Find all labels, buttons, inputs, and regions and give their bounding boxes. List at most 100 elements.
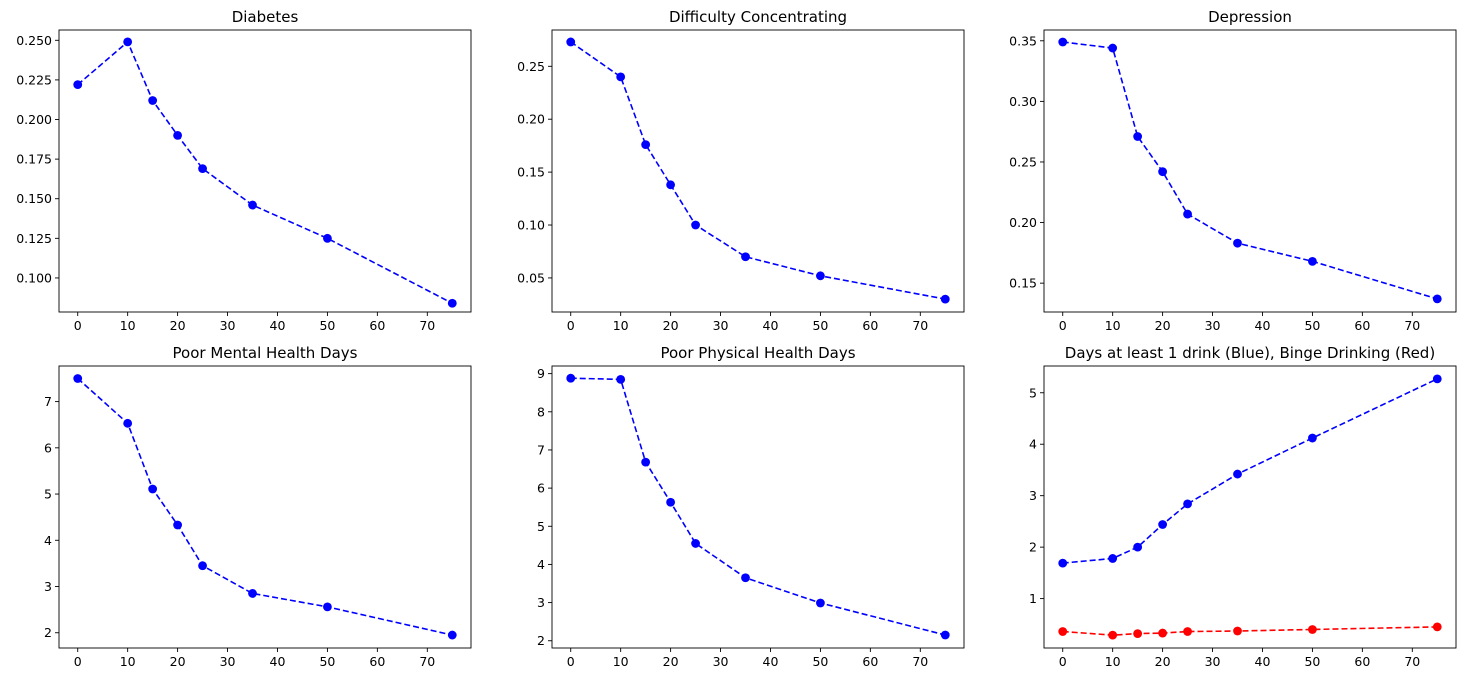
x-tick-label: 0 [74, 654, 82, 669]
x-tick-label: 50 [1304, 654, 1320, 669]
y-tick-label: 0.25 [517, 59, 545, 74]
x-tick-label: 40 [270, 318, 286, 333]
data-point [173, 130, 183, 140]
data-point [123, 37, 133, 47]
data-point [1058, 37, 1068, 47]
x-tick-label: 10 [120, 654, 136, 669]
subplot-5: Poor Physical Health Days 0 10 20 30 40 50 60 70… [537, 344, 965, 669]
x-tick-label: 30 [713, 654, 729, 669]
y-tick-label: 0.125 [16, 231, 52, 246]
axes-frame [551, 29, 965, 313]
y-tick-label: 8 [537, 404, 545, 419]
y-tick-label: 0.20 [1009, 215, 1037, 230]
data-point [148, 96, 158, 105]
subplot-3: Depression 0 10 20 30 40 50 60 70 0.15 0.20 0.25 0.3… [1009, 8, 1457, 333]
series-line-1 [570, 41, 946, 300]
x-tick-label: 30 [220, 318, 236, 333]
series-line-1 [570, 377, 946, 636]
data-point [323, 602, 332, 612]
y-tick-label: 0.15 [517, 165, 545, 180]
data-point [1058, 627, 1068, 636]
x-tick-label: 0 [567, 654, 575, 669]
data-point [641, 140, 651, 149]
x-tick-label: 0 [74, 318, 82, 333]
data-point [248, 589, 257, 598]
x-tick-label: 0 [567, 318, 575, 333]
data-point [198, 561, 207, 571]
x-tick-label: 10 [613, 318, 629, 333]
x-tick-label: 40 [763, 654, 779, 669]
y-tick-label: 9 [537, 366, 545, 381]
y-tick-label: 2 [537, 633, 545, 648]
data-point [691, 539, 700, 548]
data-point [73, 374, 83, 383]
y-tick-label: 6 [44, 440, 52, 455]
y-tick-label: 2 [44, 625, 52, 640]
data-point [1183, 209, 1192, 219]
y-tick-label: 4 [1029, 437, 1037, 452]
data-point [741, 573, 750, 583]
data-point [1058, 558, 1068, 568]
data-point [816, 598, 825, 608]
x-tick-label: 60 [862, 318, 878, 333]
y-tick-label: 7 [537, 442, 545, 457]
y-tick-label: 0.225 [16, 72, 52, 87]
x-tick-label: 10 [120, 318, 136, 333]
x-tick-label: 40 [1255, 318, 1271, 333]
data-point [566, 37, 576, 47]
data-point [447, 630, 457, 640]
x-tick-label: 10 [1105, 654, 1121, 669]
data-point [1432, 622, 1442, 632]
y-tick-label: 0.25 [1009, 154, 1037, 169]
x-tick-label: 40 [763, 318, 779, 333]
x-tick-label: 60 [1354, 654, 1370, 669]
chart-title: Diabetes [232, 8, 299, 26]
x-tick-label: 30 [1205, 654, 1221, 669]
y-tick-label: 0.250 [16, 33, 52, 48]
series-line-2 [1062, 626, 1438, 636]
data-point [741, 252, 750, 262]
x-tick-label: 50 [319, 654, 335, 669]
y-tick-label: 7 [44, 394, 52, 409]
x-tick-label: 50 [1304, 318, 1320, 333]
y-tick-label: 0.150 [16, 191, 52, 206]
data-point [1183, 627, 1192, 636]
subplot-2: Difficulty Concentrating 0 10 20 30 40 50 60 70 0… [517, 8, 965, 333]
data-point [1108, 630, 1118, 640]
x-tick-label: 50 [812, 318, 828, 333]
x-tick-label: 60 [369, 318, 385, 333]
x-tick-label: 0 [1059, 654, 1067, 669]
axes-frame [1043, 365, 1457, 649]
data-point [1133, 132, 1143, 141]
data-point [616, 374, 626, 384]
y-tick-label: 2 [1029, 540, 1037, 555]
x-tick-label: 20 [1155, 318, 1171, 333]
x-tick-label: 30 [1205, 318, 1221, 333]
y-tick-label: 0.10 [517, 218, 545, 233]
y-tick-label: 4 [537, 557, 545, 572]
data-point [566, 373, 576, 383]
x-tick-label: 70 [912, 654, 928, 669]
chart-title: Difficulty Concentrating [669, 8, 847, 26]
y-tick-label: 5 [537, 519, 545, 534]
x-tick-label: 70 [1404, 318, 1420, 333]
data-point [1183, 499, 1192, 509]
data-point [1158, 628, 1168, 638]
axes-frame [551, 365, 965, 649]
y-tick-label: 0.30 [1009, 94, 1037, 109]
data-point [940, 630, 950, 640]
chart-title: Poor Physical Health Days [660, 344, 855, 362]
y-tick-label: 5 [1029, 385, 1037, 400]
x-tick-label: 20 [170, 318, 186, 333]
data-point [1233, 238, 1242, 248]
axes-frame [1043, 29, 1457, 313]
y-tick-label: 0.20 [517, 112, 545, 127]
y-tick-label: 1 [1029, 591, 1037, 606]
x-tick-label: 0 [1059, 318, 1067, 333]
x-tick-label: 40 [1255, 654, 1271, 669]
x-tick-label: 50 [812, 654, 828, 669]
data-point [248, 200, 257, 210]
data-point [1133, 542, 1143, 552]
x-tick-label: 30 [713, 318, 729, 333]
data-point [123, 418, 133, 428]
